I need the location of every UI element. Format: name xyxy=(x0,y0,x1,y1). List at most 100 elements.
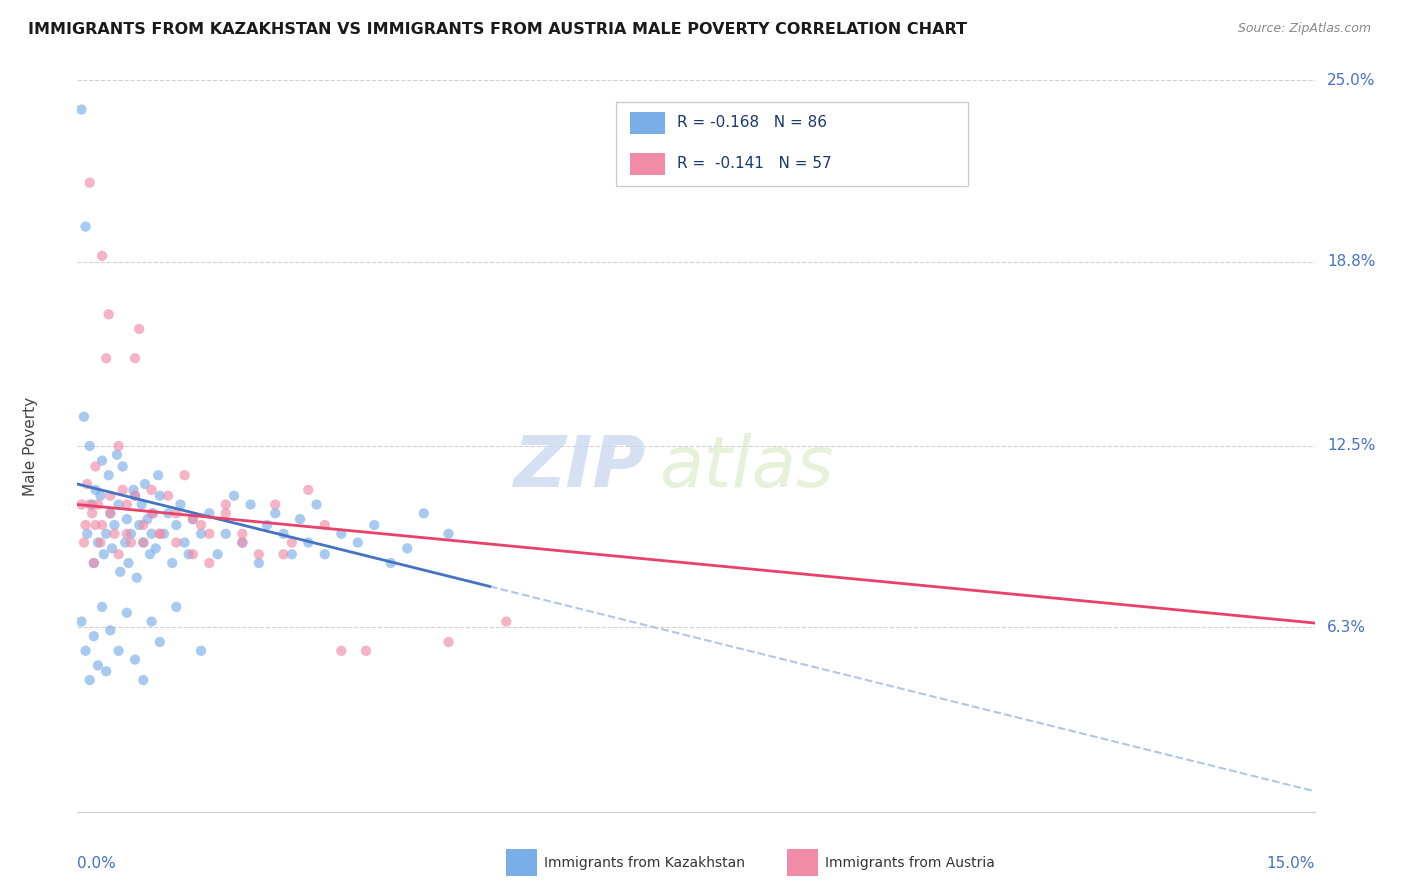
Point xyxy=(247,547,270,561)
Point xyxy=(70,615,93,629)
Point xyxy=(207,547,229,561)
Point xyxy=(131,498,153,512)
Text: IMMIGRANTS FROM KAZAKHSTAN VS IMMIGRANTS FROM AUSTRIA MALE POVERTY CORRELATION C: IMMIGRANTS FROM KAZAKHSTAN VS IMMIGRANTS… xyxy=(28,22,967,37)
Point xyxy=(495,615,517,629)
Point xyxy=(231,535,253,549)
Point xyxy=(97,307,120,321)
Point xyxy=(165,506,187,520)
Point xyxy=(190,644,212,658)
Point xyxy=(103,526,125,541)
Point xyxy=(297,535,319,549)
Point xyxy=(75,644,97,658)
Point xyxy=(165,535,187,549)
Point xyxy=(198,506,221,520)
Point xyxy=(314,547,336,561)
Point xyxy=(91,453,114,467)
Point xyxy=(297,483,319,497)
Point xyxy=(281,547,304,561)
Text: R =  -0.141   N = 57: R = -0.141 N = 57 xyxy=(678,156,832,171)
Text: 0.0%: 0.0% xyxy=(77,855,117,871)
Point xyxy=(231,535,253,549)
Point xyxy=(107,498,129,512)
Point xyxy=(93,547,115,561)
Point xyxy=(84,483,107,497)
Point xyxy=(396,541,419,556)
Point xyxy=(160,556,183,570)
Point xyxy=(89,535,111,549)
Point xyxy=(149,526,172,541)
Point xyxy=(107,547,129,561)
Point xyxy=(380,556,402,570)
Text: atlas: atlas xyxy=(659,434,834,502)
Point xyxy=(115,606,138,620)
Point xyxy=(247,556,270,570)
Point xyxy=(169,498,191,512)
Point xyxy=(142,506,165,520)
Point xyxy=(82,498,104,512)
Point xyxy=(114,535,136,549)
Point xyxy=(96,665,118,679)
Text: Immigrants from Kazakhstan: Immigrants from Kazakhstan xyxy=(544,855,745,870)
Point xyxy=(101,541,124,556)
Point xyxy=(157,489,180,503)
Point xyxy=(98,506,121,520)
Point xyxy=(165,518,187,533)
Point xyxy=(115,512,138,526)
Point xyxy=(91,518,114,533)
Point xyxy=(75,219,97,234)
Point xyxy=(190,518,212,533)
Point xyxy=(153,526,176,541)
Point xyxy=(79,673,101,687)
Point xyxy=(70,103,93,117)
Point xyxy=(330,644,353,658)
Point xyxy=(215,498,238,512)
Point xyxy=(273,526,295,541)
Point xyxy=(198,556,221,570)
Point xyxy=(87,498,110,512)
Point xyxy=(122,483,145,497)
Point xyxy=(239,498,262,512)
Text: Source: ZipAtlas.com: Source: ZipAtlas.com xyxy=(1237,22,1371,36)
Point xyxy=(215,506,238,520)
Point xyxy=(132,535,155,549)
Point xyxy=(437,635,460,649)
Point xyxy=(124,351,146,366)
FancyBboxPatch shape xyxy=(630,153,665,176)
Point xyxy=(96,351,118,366)
Point xyxy=(125,571,148,585)
Point xyxy=(314,518,336,533)
Point xyxy=(264,506,287,520)
Point xyxy=(111,459,134,474)
Point xyxy=(91,599,114,614)
Point xyxy=(141,483,163,497)
Point xyxy=(120,526,142,541)
Point xyxy=(83,556,105,570)
Point xyxy=(84,459,107,474)
Point xyxy=(111,483,134,497)
Point xyxy=(181,547,204,561)
Point xyxy=(412,506,434,520)
Text: 12.5%: 12.5% xyxy=(1327,439,1375,453)
Point xyxy=(222,489,245,503)
Point xyxy=(145,541,167,556)
Point xyxy=(231,526,253,541)
Point xyxy=(89,489,111,503)
Point xyxy=(330,526,353,541)
Point xyxy=(173,468,195,483)
Point xyxy=(73,409,96,424)
Point xyxy=(79,498,101,512)
FancyBboxPatch shape xyxy=(616,103,969,186)
Point xyxy=(97,468,120,483)
Point xyxy=(157,506,180,520)
Point xyxy=(79,176,101,190)
Point xyxy=(124,489,146,503)
Point xyxy=(149,526,172,541)
Point xyxy=(281,535,304,549)
Text: 25.0%: 25.0% xyxy=(1327,73,1375,87)
Text: Male Poverty: Male Poverty xyxy=(22,396,38,496)
Text: R = -0.168   N = 86: R = -0.168 N = 86 xyxy=(678,115,827,130)
Point xyxy=(134,477,156,491)
Point xyxy=(141,506,163,520)
Point xyxy=(354,644,377,658)
Point xyxy=(132,518,155,533)
